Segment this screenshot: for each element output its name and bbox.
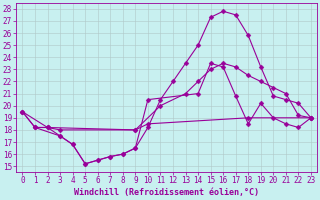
- X-axis label: Windchill (Refroidissement éolien,°C): Windchill (Refroidissement éolien,°C): [74, 188, 259, 197]
